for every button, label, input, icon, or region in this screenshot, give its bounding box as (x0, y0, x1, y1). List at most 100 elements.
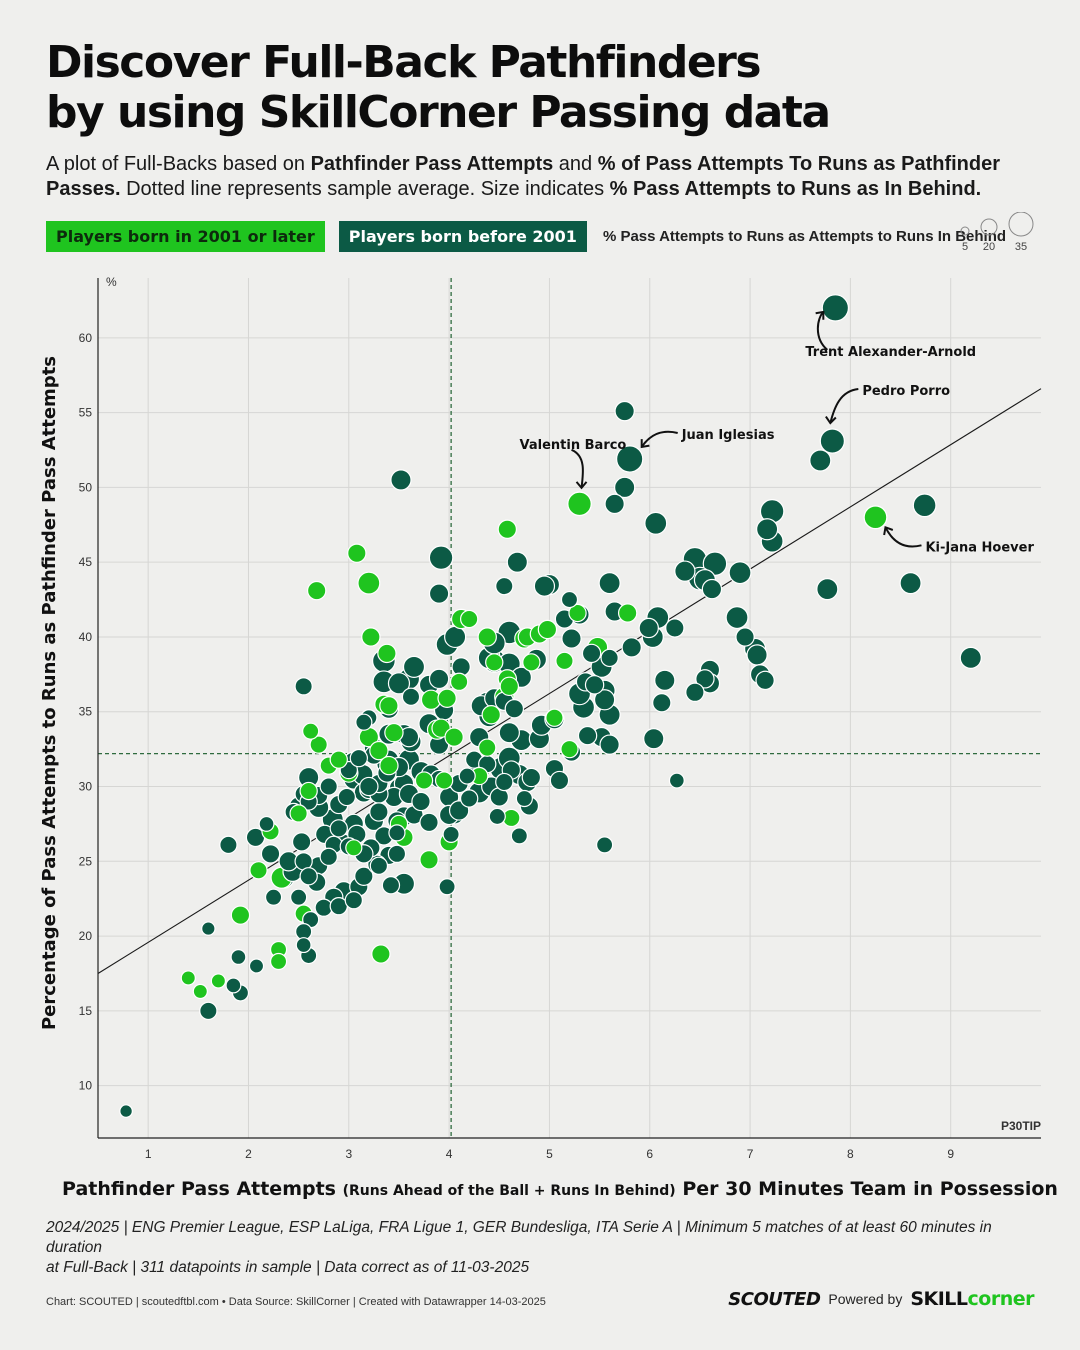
point-born-before-2001 (495, 576, 514, 596)
annotation-arrowhead-iglesias (640, 439, 650, 449)
point-born-before-2001 (381, 876, 401, 895)
point-born-before-2001 (638, 617, 659, 639)
point-born-before-2001 (685, 682, 705, 703)
point-born-before-2001 (337, 787, 356, 807)
point-born-2001-or-later (345, 839, 363, 857)
x-tick-label: 8 (847, 1147, 854, 1161)
point-born-before-2001 (604, 493, 625, 515)
point-born-before-2001 (533, 575, 556, 597)
point-born-before-2001 (291, 832, 312, 852)
annotation-label-iglesias: Juan Iglesias (681, 428, 775, 443)
annotation-arrow-porro (829, 388, 859, 424)
point-born-2001-or-later (414, 771, 434, 790)
point-born-before-2001 (369, 802, 389, 822)
powered-by-text: Powered by (828, 1291, 903, 1307)
point-born-2001-or-later (249, 861, 268, 880)
annotations: Trent Alexander-Arnold Pedro Porro Juan Ig… (520, 310, 1034, 555)
y-tick-label: 15 (79, 1004, 93, 1018)
annotation-label-porro: Pedro Porro (862, 384, 950, 399)
grid-lines (98, 278, 1041, 1138)
point-born-before-2001 (401, 687, 421, 706)
x-tick-label: 4 (446, 1147, 453, 1161)
point-born-before-2001 (428, 668, 450, 690)
source-notes: 2024/2025 | ENG Premier League, ESP LaLi… (46, 1218, 1046, 1278)
x-axis-title: Pathfinder Pass Attempts (Runs Ahead of … (60, 1178, 1060, 1200)
point-born-before-2001 (294, 677, 313, 696)
point-born-before-2001 (299, 867, 318, 886)
point-born-2001-or-later (434, 771, 454, 790)
x-tick-label: 6 (646, 1147, 653, 1161)
point-born-2001-or-later (357, 571, 381, 595)
point-born-before-2001 (701, 578, 723, 600)
point-born-before-2001 (248, 958, 265, 974)
point-born-2001-or-later (379, 755, 399, 776)
point-labeled-player (863, 505, 888, 530)
subtitle-text-2: and (553, 153, 598, 175)
point-born-before-2001 (598, 572, 621, 595)
point-born-before-2001 (702, 551, 728, 576)
point-born-before-2001 (359, 776, 379, 797)
point-born-2001-or-later (329, 750, 348, 769)
point-born-before-2001 (290, 888, 308, 906)
annotation-label-taa: Trent Alexander-Arnold (805, 345, 976, 360)
point-born-2001-or-later (192, 983, 208, 1000)
point-born-before-2001 (390, 469, 412, 491)
point-born-before-2001 (428, 545, 454, 570)
point-born-2001-or-later (485, 653, 504, 672)
data-points (119, 294, 982, 1118)
point-born-before-2001 (725, 606, 749, 630)
annotation-arrow-hoever (884, 526, 922, 548)
point-born-2001-or-later (568, 603, 587, 623)
annotation-arrowhead-barco (575, 481, 588, 490)
point-born-before-2001 (438, 878, 456, 896)
point-born-before-2001 (652, 693, 672, 713)
point-born-2001-or-later (299, 781, 318, 801)
skillcorner-logo-a: SKILL (910, 1288, 968, 1310)
title-line-1: Discover Full-Back Pathfinders (46, 37, 762, 88)
annotation-arrowhead-porro (825, 416, 837, 425)
point-born-before-2001 (119, 1104, 133, 1118)
size-legend-label: % Pass Attempts to Runs as Attempts to R… (602, 227, 1007, 245)
point-born-before-2001 (319, 777, 338, 796)
point-born-before-2001 (219, 835, 238, 855)
point-born-before-2001 (621, 637, 642, 658)
skillcorner-logo: SKILLcorner (910, 1288, 1034, 1310)
subtitle-bold-2: % of Pass Attempts To Runs as Pathfinder… (46, 153, 1001, 200)
point-born-before-2001 (319, 847, 338, 866)
x-tick-label: 3 (345, 1147, 352, 1161)
point-born-before-2001 (225, 977, 242, 994)
point-born-before-2001 (695, 669, 715, 689)
point-born-before-2001 (912, 493, 937, 518)
point-born-before-2001 (444, 625, 467, 649)
size-legend-circle-small (960, 226, 970, 236)
point-born-before-2001 (728, 561, 752, 585)
point-born-before-2001 (230, 949, 247, 966)
point-born-2001-or-later (444, 727, 464, 747)
watermark: P30TIP (1001, 1119, 1041, 1133)
point-born-before-2001 (561, 628, 582, 649)
trend-line (97, 388, 1042, 974)
size-legend-label-small: 5 (962, 241, 968, 253)
y-tick-label: 20 (79, 929, 93, 943)
point-born-before-2001 (355, 713, 373, 731)
point-labeled-player (567, 491, 592, 517)
point-born-before-2001 (258, 815, 275, 832)
point-born-2001-or-later (230, 905, 251, 925)
point-born-2001-or-later (306, 580, 327, 601)
point-born-before-2001 (735, 627, 755, 647)
size-legend-circle-medium (980, 218, 998, 236)
y-tick-label: 25 (79, 854, 93, 868)
size-legend: 5 20 35 (960, 212, 1034, 253)
size-legend-label-large: 35 (1015, 241, 1027, 253)
point-born-before-2001 (488, 807, 506, 826)
point-born-before-2001 (515, 789, 533, 808)
y-axis-title: Percentage of Pass Attempts to Runs as P… (39, 356, 60, 1030)
point-born-before-2001 (596, 836, 614, 854)
y-tick-label: 45 (79, 555, 93, 569)
annotation-arrow-taa (816, 311, 829, 351)
point-born-before-2001 (428, 583, 450, 604)
point-born-before-2001 (746, 644, 768, 666)
point-born-2001-or-later (497, 519, 518, 539)
annotation-label-hoever: Ki-Jana Hoever (925, 540, 1034, 555)
